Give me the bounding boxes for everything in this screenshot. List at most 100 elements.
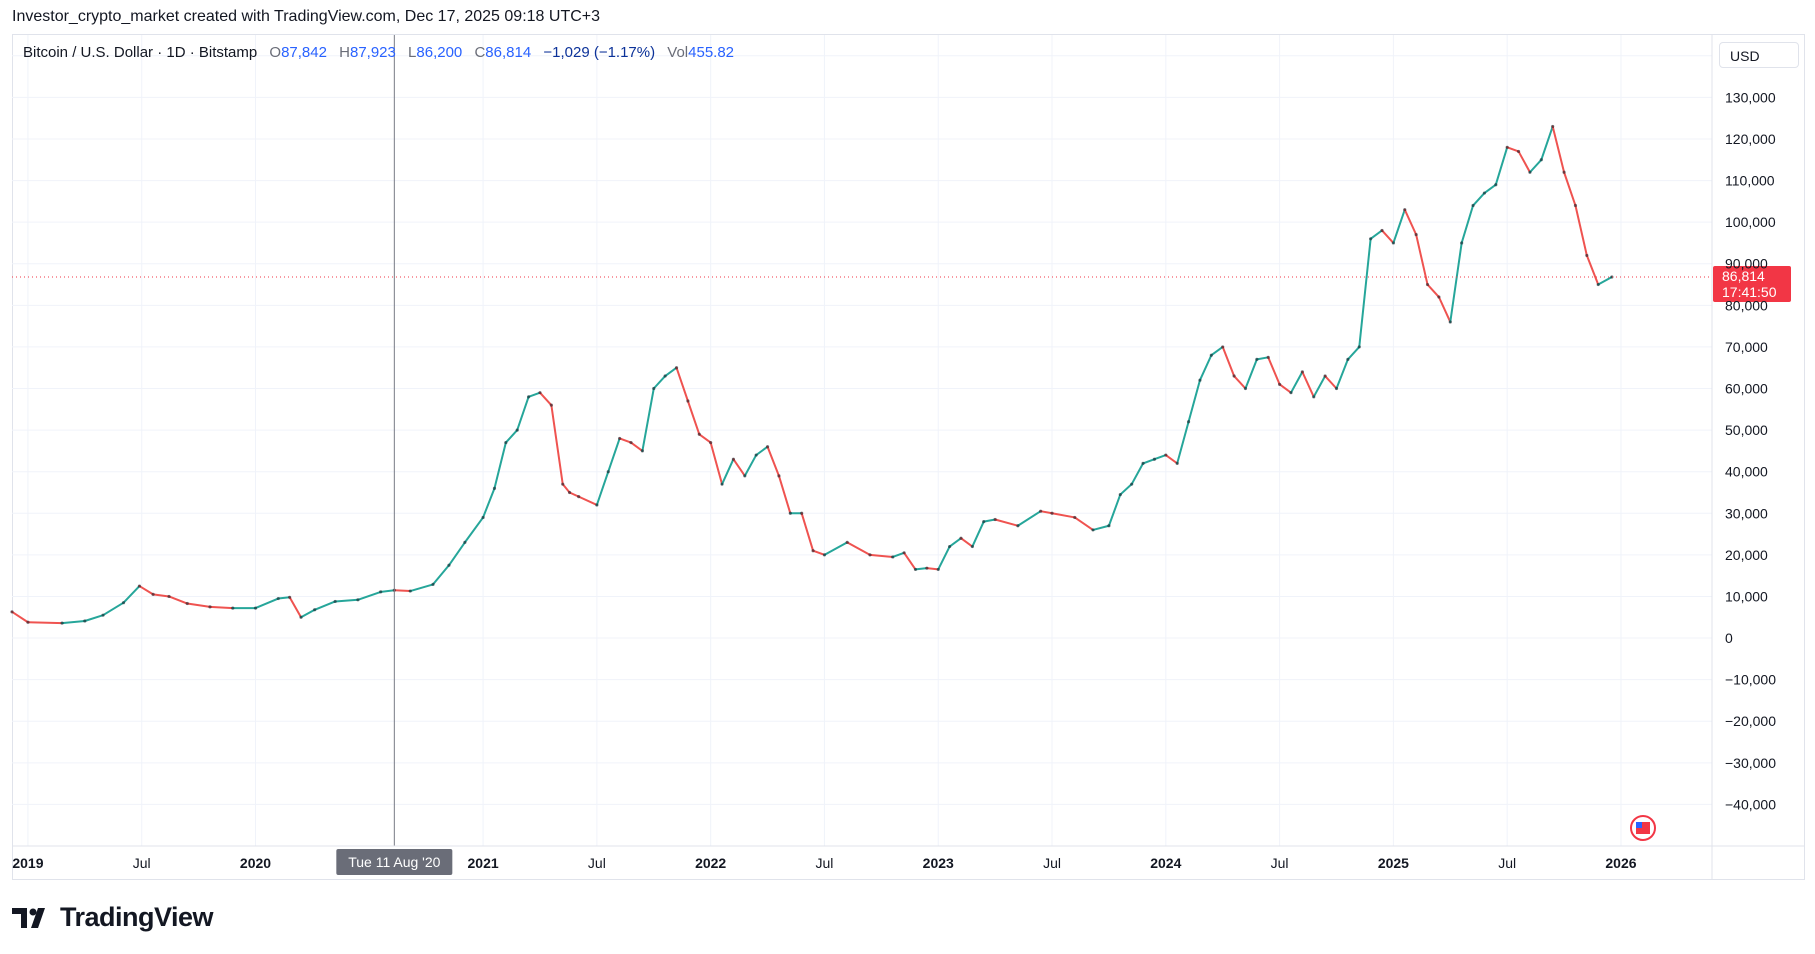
- last-price-label: 86,814: [1722, 268, 1765, 284]
- price-point: [1243, 386, 1248, 391]
- x-tick-label: Jul: [1498, 855, 1516, 871]
- price-point: [697, 432, 701, 436]
- y-tick-label: 130,000: [1725, 89, 1776, 105]
- price-point: [1255, 357, 1259, 361]
- price-series: [10, 124, 1614, 625]
- price-point: [1369, 237, 1373, 241]
- price-point: [640, 449, 644, 453]
- price-point: [663, 374, 667, 378]
- price-segment: [1358, 237, 1372, 348]
- volume-value: 455.82: [688, 44, 735, 61]
- price-segment: [868, 553, 894, 558]
- price-point: [151, 592, 155, 596]
- price-point: [137, 584, 142, 588]
- price-point: [777, 474, 781, 478]
- price-segment: [607, 437, 621, 473]
- price-point: [1437, 295, 1441, 299]
- price-point: [629, 440, 633, 445]
- price-segment: [595, 470, 610, 506]
- y-tick-label: 0: [1725, 630, 1733, 646]
- y-tick-label: 40,000: [1725, 464, 1768, 480]
- price-point: [1050, 511, 1054, 515]
- price-point: [1346, 357, 1350, 361]
- price-point: [754, 453, 758, 457]
- y-tick-label: −10,000: [1725, 672, 1776, 688]
- price-segment: [698, 433, 712, 444]
- price-point: [1516, 149, 1521, 154]
- price-segment: [1460, 204, 1475, 244]
- price-segment: [1335, 358, 1349, 390]
- price-point: [26, 620, 30, 624]
- price-point: [822, 553, 827, 557]
- symbol-description[interactable]: Bitcoin / U.S. Dollar · 1D · Bitstamp: [23, 44, 258, 61]
- price-point: [1403, 208, 1407, 212]
- price-point: [1039, 509, 1043, 513]
- chart-attribution: Investor_crypto_market created with Trad…: [12, 8, 601, 25]
- price-point: [561, 482, 565, 486]
- axes: 140,000130,000120,000110,000100,00090,00…: [12, 35, 1804, 880]
- price-segment: [1119, 483, 1133, 496]
- price-segment: [948, 537, 962, 548]
- currency-selector[interactable]: USD: [1719, 42, 1799, 68]
- price-segment: [1091, 524, 1110, 531]
- price-point: [1323, 374, 1327, 378]
- price-point: [1198, 378, 1202, 382]
- price-segment: [1142, 458, 1156, 465]
- price-segment: [379, 589, 396, 593]
- price-point: [1186, 420, 1191, 424]
- price-point: [902, 551, 906, 555]
- price-point: [1073, 515, 1077, 520]
- tradingview-brand[interactable]: TradingView: [12, 902, 214, 933]
- price-segment: [1301, 370, 1315, 398]
- price-segment: [732, 458, 746, 477]
- price-segment: [1437, 296, 1452, 323]
- price-segment: [618, 437, 633, 444]
- price-point: [686, 399, 690, 403]
- price-segment: [971, 520, 985, 548]
- price-point: [83, 619, 87, 623]
- price-point: [515, 428, 519, 432]
- price-point: [652, 386, 656, 391]
- price-point: [1610, 275, 1614, 279]
- price-point: [1391, 241, 1395, 245]
- high-label: H: [339, 44, 350, 61]
- price-segment: [903, 551, 917, 571]
- price-point: [1278, 382, 1282, 386]
- price-segment: [504, 429, 519, 444]
- x-tick-label: Jul: [1271, 855, 1289, 871]
- y-tick-label: 60,000: [1725, 381, 1768, 397]
- open-value: 87,842: [281, 44, 327, 61]
- x-tick-label: 2021: [468, 855, 499, 871]
- price-point: [925, 566, 929, 570]
- price-segment: [1585, 254, 1600, 286]
- price-segment: [982, 518, 997, 523]
- price-point: [1357, 345, 1361, 349]
- x-tick-label: 2023: [923, 855, 954, 871]
- price-segment: [61, 619, 86, 625]
- x-tick-label: 2024: [1150, 855, 1181, 871]
- price-point: [709, 440, 713, 445]
- price-segment: [334, 598, 359, 603]
- y-tick-label: 20,000: [1725, 547, 1768, 563]
- price-segment: [1130, 462, 1145, 486]
- low-value: 86,200: [416, 44, 463, 61]
- price-segment: [277, 596, 291, 600]
- price-point: [538, 391, 542, 395]
- open-label: O: [269, 44, 282, 61]
- price-segment: [568, 491, 580, 498]
- price-point: [431, 582, 435, 587]
- price-point: [811, 549, 815, 553]
- price-point: [101, 613, 105, 617]
- price-segment: [755, 445, 769, 457]
- price-segment: [550, 404, 564, 486]
- price-point: [208, 605, 212, 609]
- price-point: [60, 621, 64, 625]
- volume-label: Vol: [667, 44, 689, 61]
- price-point: [1175, 461, 1179, 465]
- bar-countdown-label: 17:41:50: [1722, 284, 1777, 300]
- price-segment: [1267, 356, 1281, 386]
- price-segment: [300, 608, 316, 619]
- price-segment: [1221, 345, 1236, 378]
- price-segment: [11, 610, 29, 624]
